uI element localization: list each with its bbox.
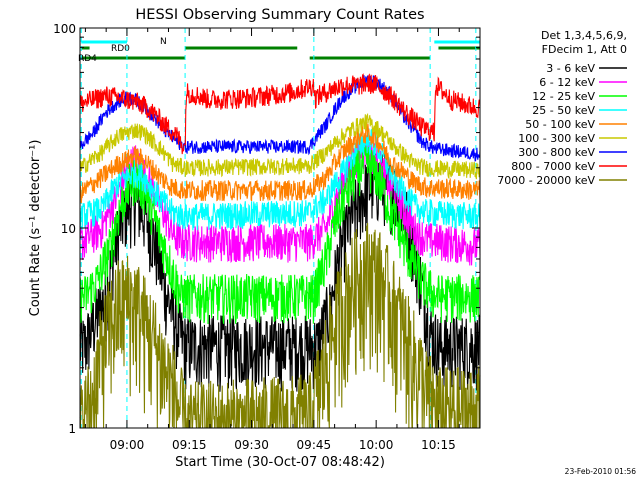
legend-header-line-1: Det 1,3,4,5,6,9, xyxy=(541,29,627,42)
legend-label: 100 - 300 keV xyxy=(518,132,595,145)
mode-label-rd0: RD0 xyxy=(111,44,130,54)
series-line-4 xyxy=(79,128,481,231)
footer-timestamp: 23-Feb-2010 01:56 xyxy=(565,467,637,476)
y-tick-label: 10 xyxy=(61,222,76,236)
legend-label: 6 - 12 keV xyxy=(539,76,595,89)
series-line-5 xyxy=(79,121,481,204)
x-axis-label: Start Time (30-Oct-07 08:48:42) xyxy=(175,455,385,470)
chart-title: HESSI Observing Summary Count Rates xyxy=(135,7,424,23)
x-tick-label: 10:15 xyxy=(421,438,456,452)
series-line-8 xyxy=(79,73,481,155)
x-tick-label: 09:30 xyxy=(234,438,269,452)
series-line-6 xyxy=(79,112,481,180)
y-axis-label: Count Rate (s⁻¹ detector⁻¹) xyxy=(28,140,43,317)
legend: Det 1,3,4,5,6,9, FDecim 1, Att 0 3 - 6 k… xyxy=(497,29,627,187)
mode-bars: N RD0 RD4 xyxy=(78,37,480,64)
legend-header-line-2: FDecim 1, Att 0 xyxy=(542,43,627,56)
legend-label: 12 - 25 keV xyxy=(532,90,595,103)
x-axis: 09:00 09:15 09:30 09:45 10:00 10:15 xyxy=(84,28,481,452)
legend-label: 3 - 6 keV xyxy=(546,62,595,75)
x-tick-label: 09:45 xyxy=(297,438,332,452)
x-tick-label: 10:00 xyxy=(359,438,394,452)
legend-label: 7000 - 20000 keV xyxy=(497,174,595,187)
series-line-9 xyxy=(79,223,481,429)
legend-label: 50 - 100 keV xyxy=(525,118,595,131)
y-tick-label: 1 xyxy=(68,422,76,436)
legend-label: 25 - 50 keV xyxy=(532,104,595,117)
mode-label-n: N xyxy=(160,37,167,47)
x-tick-label: 09:00 xyxy=(110,438,145,452)
y-tick-label: 100 xyxy=(53,22,76,36)
x-tick-label: 09:15 xyxy=(172,438,207,452)
series-line-3 xyxy=(79,143,481,324)
series-group xyxy=(79,73,481,429)
legend-label: 800 - 7000 keV xyxy=(511,160,595,173)
legend-label: 300 - 800 keV xyxy=(518,146,595,159)
mode-label-rd4: RD4 xyxy=(78,54,97,64)
y-axis: 1 10 100 xyxy=(53,22,480,436)
